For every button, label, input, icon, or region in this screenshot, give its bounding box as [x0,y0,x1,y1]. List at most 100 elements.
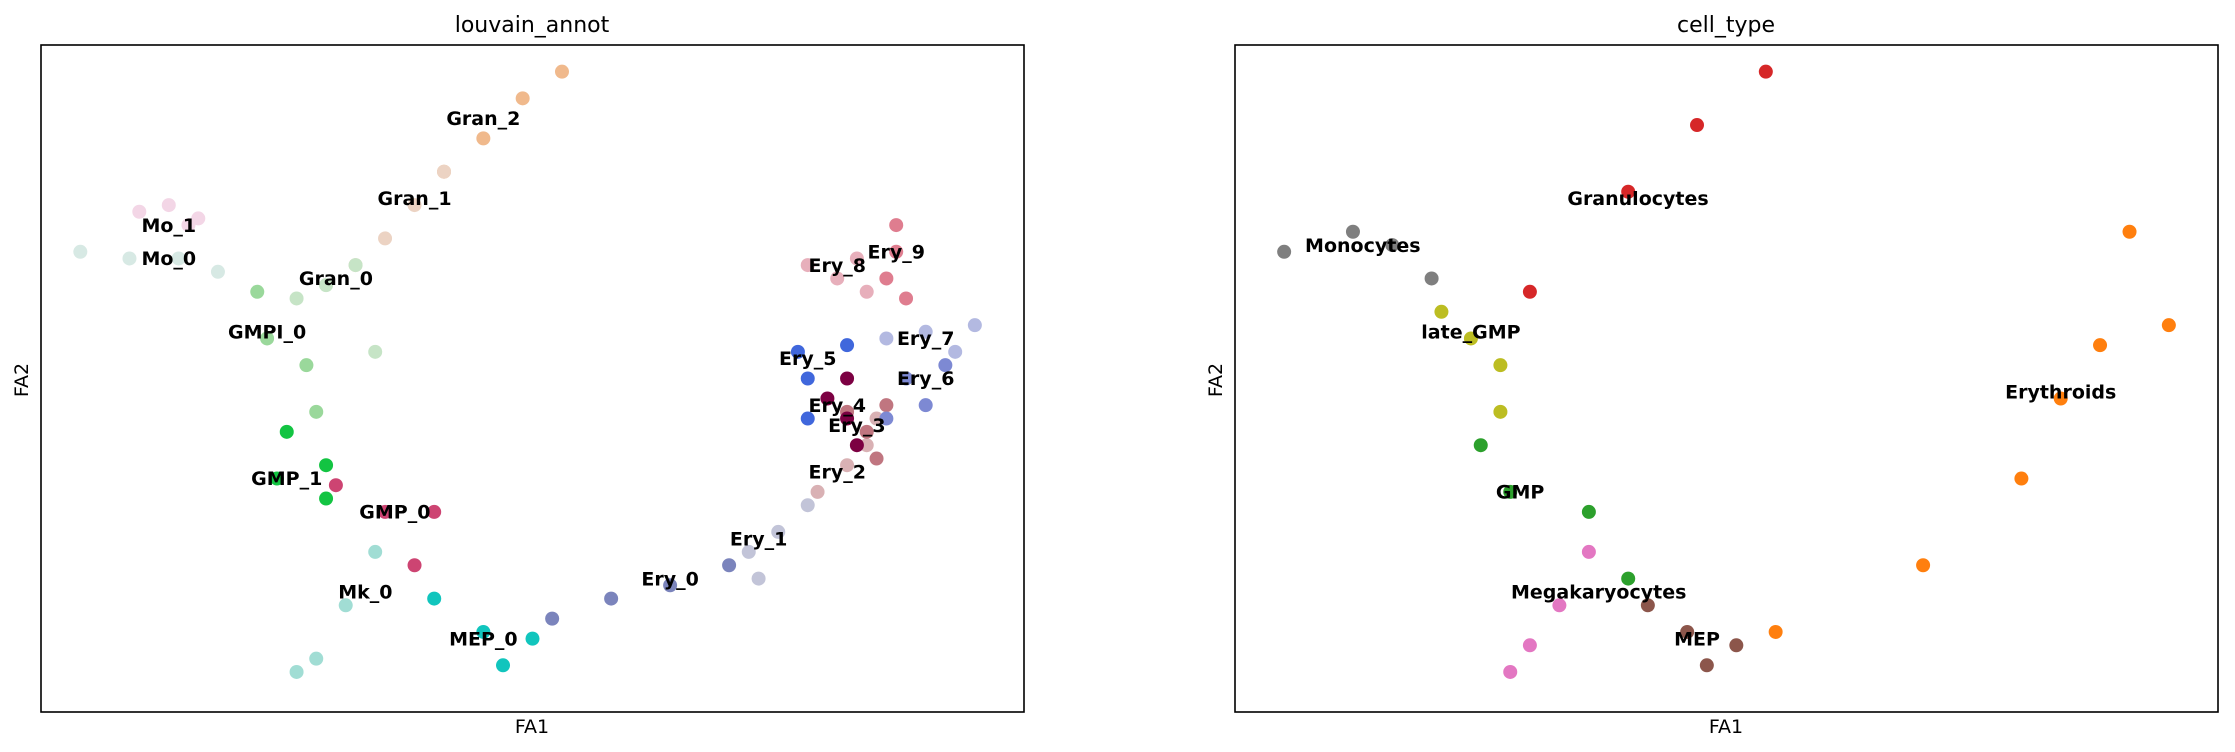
cluster-label: Ery_2 [808,462,865,484]
data-point [663,578,678,593]
data-point [328,478,343,493]
data-point [1493,404,1508,419]
data-point [2161,318,2176,333]
data-point [879,331,894,346]
data-point [191,211,206,226]
data-point [309,404,324,419]
data-point [1680,624,1695,639]
data-point [1473,438,1488,453]
data-point [525,631,540,646]
data-point [378,504,393,519]
data-point [1581,544,1596,559]
data-point [1503,484,1518,499]
plot-frame [1234,44,2219,713]
cluster-label: Ery_0 [641,568,698,590]
data-point [948,344,963,359]
data-point [810,484,825,499]
data-point [879,398,894,413]
data-point [319,278,334,293]
cluster-label: Mk_0 [338,582,392,604]
data-point [840,338,855,353]
data-point [967,318,982,333]
scatter-plot: Monocytes Granulocytes late_GMP GMP Megakary… [1277,64,2176,679]
cluster-label: MEP_0 [449,628,518,650]
data-point [1493,358,1508,373]
data-point [407,198,422,213]
data-point [1699,658,1714,673]
data-point [260,331,275,346]
panel-title: cell_type [1677,13,1775,38]
data-point [1522,284,1537,299]
cluster-label: Gran_1 [378,188,452,210]
data-point [1345,224,1360,239]
cluster-label: GMPI_0 [228,321,306,343]
data-point [132,204,147,219]
y-axis-label: FA2 [11,363,33,397]
data-point [1503,664,1518,679]
data-point [879,411,894,426]
data-point [751,571,766,586]
data-point [604,591,619,606]
data-point [427,591,442,606]
data-point [840,458,855,473]
data-point [879,271,894,286]
data-point [741,544,756,559]
cluster-label: Gran_0 [299,268,373,290]
data-point [496,658,511,673]
data-point [368,344,383,359]
cluster-label: Ery_6 [897,368,954,390]
cluster-label: Mo_0 [141,248,196,270]
data-point [889,244,904,259]
data-point [368,544,383,559]
cluster-label: Ery_5 [779,348,836,370]
data-point [2093,338,2108,353]
cluster-label: Ery_1 [730,528,787,550]
data-point [319,458,334,473]
data-point [1640,598,1655,613]
data-point [899,371,914,386]
data-point [289,291,304,306]
data-point [1621,184,1636,199]
cluster-label: Ery_8 [808,255,865,277]
cluster-label: Ery_7 [897,328,954,350]
data-point [889,218,904,233]
data-point [899,291,914,306]
data-point [319,491,334,506]
data-point [554,64,569,79]
data-point [1463,331,1478,346]
data-point [1729,638,1744,653]
data-point [840,411,855,426]
data-point [427,504,442,519]
data-point [859,424,874,439]
data-point [820,391,835,406]
data-point [771,524,786,539]
data-point [210,264,225,279]
data-point [859,284,874,299]
data-point [840,371,855,386]
cluster-label: Granulocytes [1567,188,1708,210]
data-point [2053,391,2068,406]
data-point [800,498,815,513]
data-point [1385,238,1400,253]
panel-cell-type: cell_type FA1 FA2 Monocytes Granulocytes l… [1205,13,2219,738]
scatter-plot: Mo_1 Mo_0 Gran_2 Gran_1 Gran_0 GMPI_0 GMP_1 GMP… [73,64,982,679]
data-point [1621,571,1636,586]
cluster-label: Ery_4 [808,395,865,417]
data-point [830,271,845,286]
cluster-label: Gran_2 [446,108,520,130]
data-point [171,251,186,266]
data-point [181,218,196,233]
data-point [849,438,864,453]
data-point [476,131,491,146]
data-point [1690,118,1705,133]
data-point [2122,224,2137,239]
y-axis-label: FA2 [1205,363,1227,397]
x-axis-label: FA1 [1709,716,1743,738]
data-point [250,284,265,299]
data-point [859,438,874,453]
data-point [73,244,88,259]
data-point [869,451,884,466]
data-point [299,358,314,373]
data-point [279,424,294,439]
data-point [269,471,284,486]
